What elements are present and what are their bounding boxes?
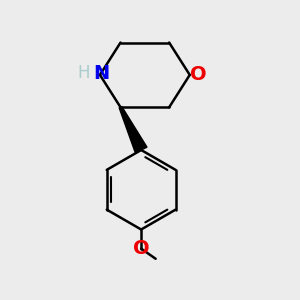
Text: H: H (77, 64, 90, 82)
Text: O: O (190, 65, 206, 84)
Text: O: O (133, 239, 149, 258)
Polygon shape (119, 107, 147, 153)
Text: N: N (93, 64, 110, 83)
